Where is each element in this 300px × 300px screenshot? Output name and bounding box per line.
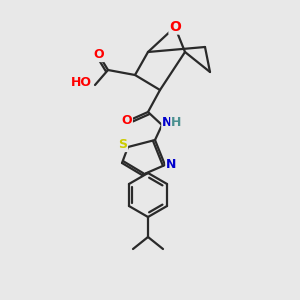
Text: O: O (94, 49, 104, 62)
Text: O: O (122, 113, 132, 127)
Text: O: O (169, 20, 181, 34)
Text: H: H (171, 116, 181, 130)
Text: N: N (166, 158, 176, 172)
Text: HO: HO (71, 76, 92, 88)
Text: S: S (118, 139, 127, 152)
Text: N: N (162, 116, 172, 130)
